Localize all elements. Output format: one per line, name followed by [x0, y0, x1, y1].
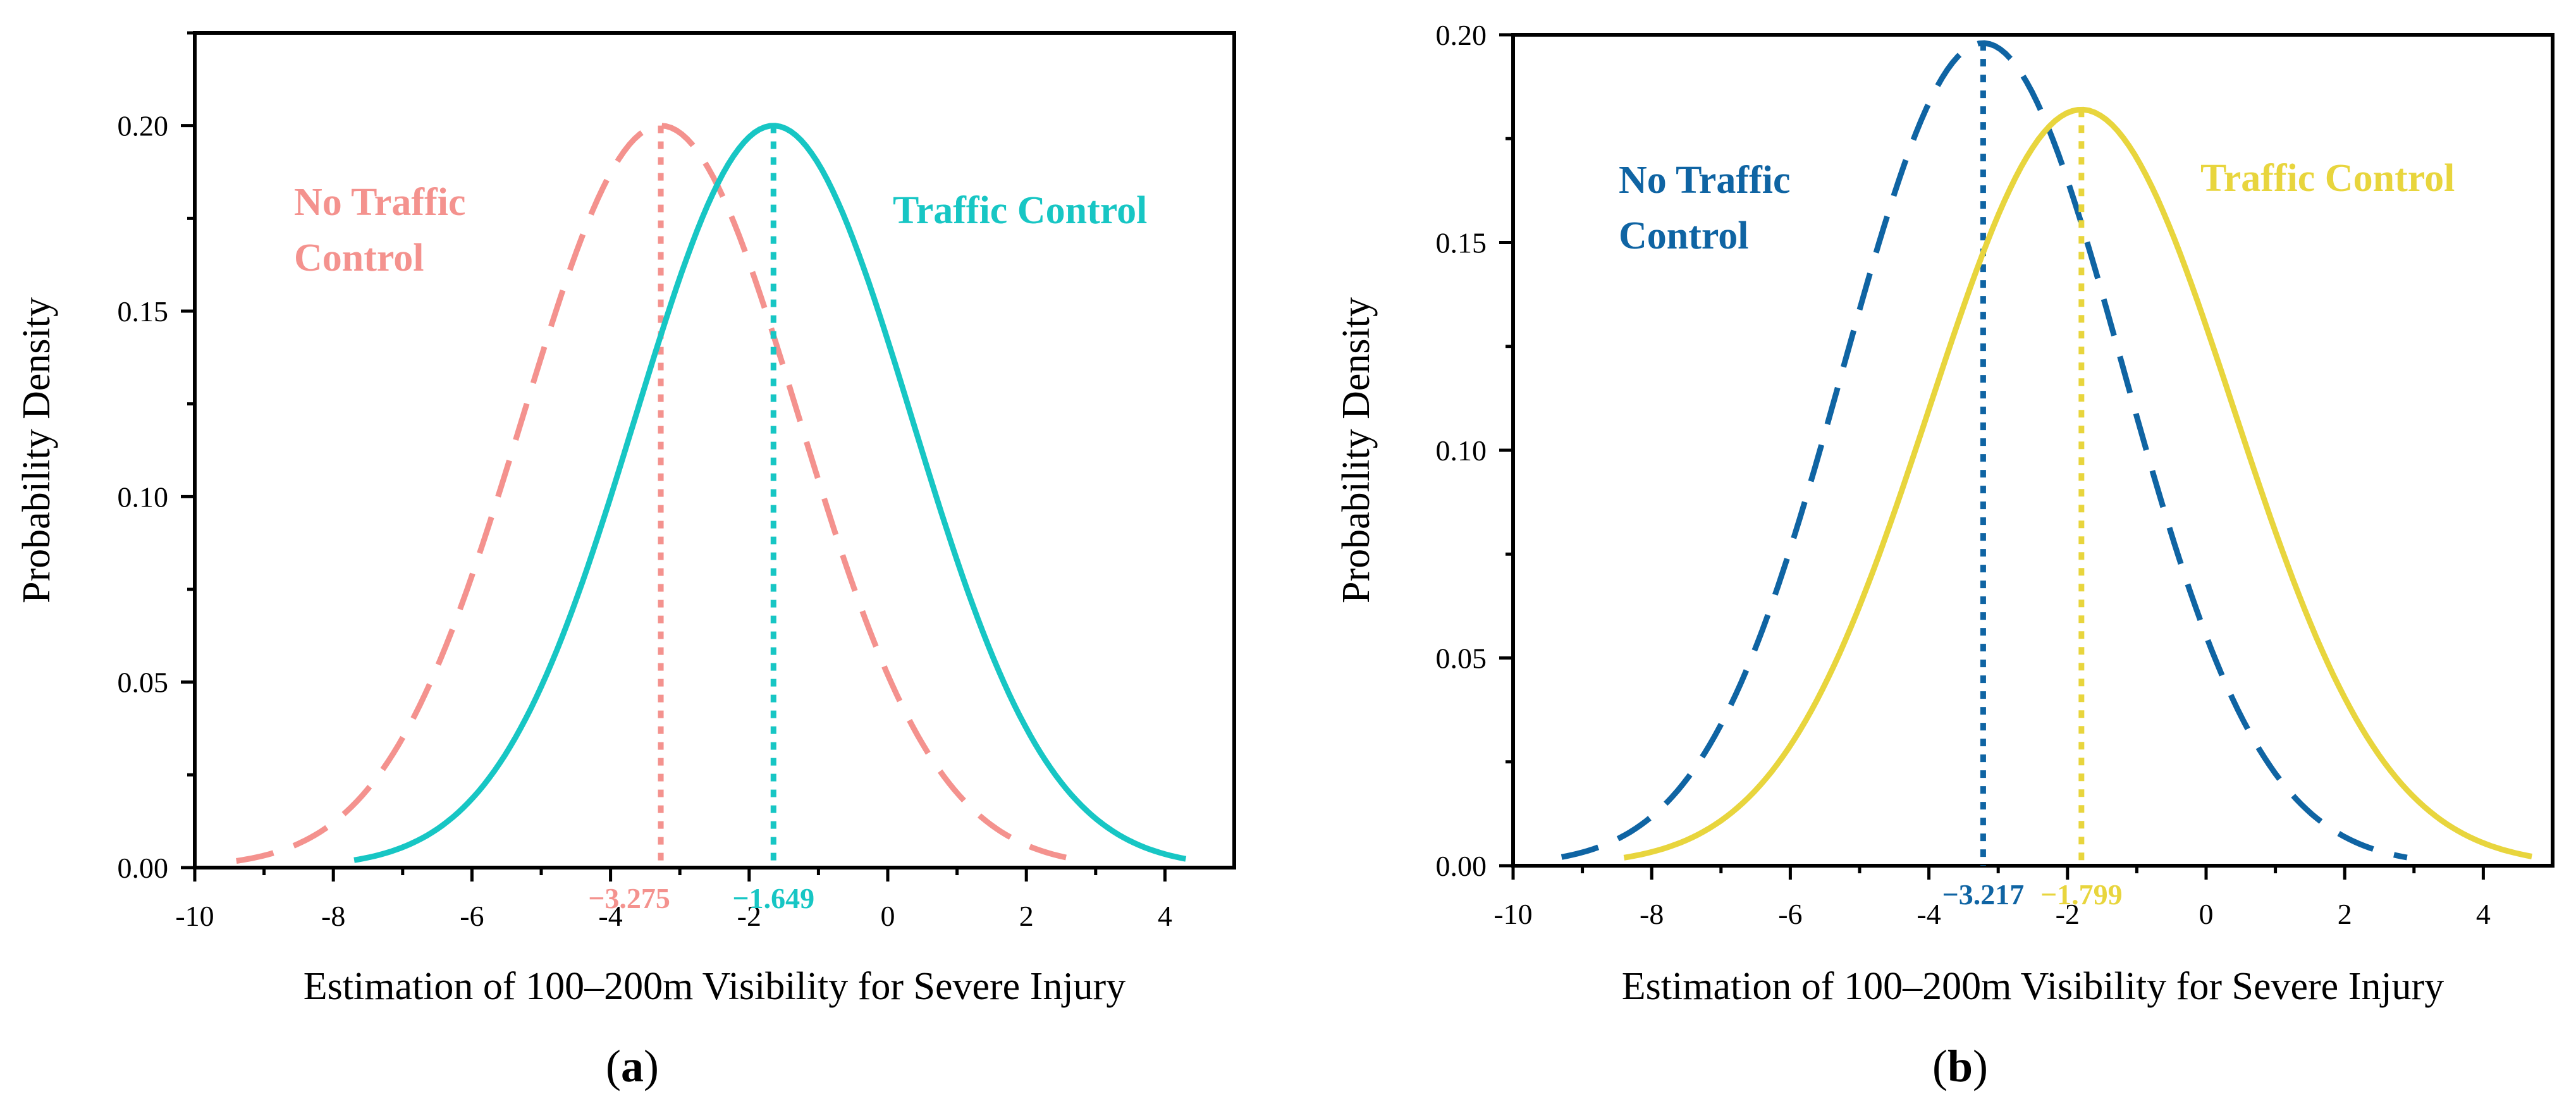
mean-value-label: −1.799: [2040, 878, 2123, 911]
y-tick-label: 0.20: [1436, 19, 1487, 51]
x-tick-label: -8: [321, 900, 345, 932]
x-tick-label: -4: [1917, 898, 1941, 930]
x-tick-label: 2: [2338, 898, 2352, 930]
x-tick-label: -2: [2056, 898, 2080, 930]
x-tick-label: 4: [2476, 898, 2491, 930]
panel-caption: (b): [1932, 1041, 1988, 1091]
x-tick-label: -2: [737, 900, 761, 932]
panel-caption: (a): [606, 1041, 659, 1091]
series-label: Traffic Control: [893, 189, 1147, 232]
panel-a: -10 -8 -6 -4 -2 0 2 4 0.00 0.05 0.10 0.15 0.20 Estima…: [15, 31, 1236, 1091]
series-label: Control: [294, 237, 424, 280]
mean-value-label: −3.275: [588, 882, 670, 914]
x-tick-label: -4: [598, 900, 622, 932]
panel-b: -10 -8 -6 -4 -2 0 2 4 0.00 0.05 0.10 0.15 0.20 Estima…: [1335, 19, 2555, 1091]
series-label: Control: [1619, 214, 1749, 257]
y-axis-title: Probability Density: [1335, 297, 1378, 603]
x-tick-label: -8: [1640, 898, 1664, 930]
y-tick-label: 0.05: [1436, 642, 1487, 675]
y-tick-label: 0.20: [118, 110, 169, 142]
density-curve-traffic-control: [353, 123, 1187, 863]
caption-paren-close: ): [644, 1041, 659, 1091]
x-tick-label: -6: [460, 900, 484, 932]
y-tick-label: 0.10: [118, 481, 169, 513]
y-tick-label: 0.15: [1436, 227, 1487, 259]
series-label: No Traffic: [294, 181, 465, 224]
y-tick-label: 0.10: [1436, 434, 1487, 467]
caption-letter: a: [621, 1041, 644, 1091]
x-axis-title: Estimation of 100–200m Visibility for Se…: [304, 965, 1125, 1008]
x-tick-label: -10: [175, 900, 214, 932]
mean-value-label: −3.217: [1942, 878, 2025, 911]
caption-paren-close: ): [1973, 1041, 1988, 1091]
mean-value-label: −1.649: [732, 882, 814, 914]
caption-letter: b: [1947, 1041, 1973, 1091]
y-tick-label: 0.15: [118, 295, 169, 328]
x-tick-label: 0: [2199, 898, 2214, 930]
caption-paren-open: (: [1932, 1041, 1947, 1091]
x-tick-label: 2: [1019, 900, 1034, 932]
plot-frame: [193, 31, 1236, 869]
x-tick-label: 4: [1158, 900, 1172, 932]
x-tick-label: -10: [1493, 898, 1532, 930]
series-label: No Traffic: [1619, 159, 1790, 202]
y-axis-title: Probability Density: [15, 297, 58, 603]
y-tick-label: 0.05: [118, 667, 169, 699]
series-label: Traffic Control: [2200, 157, 2455, 200]
y-tick-label: 0.00: [1436, 850, 1487, 882]
x-axis-title: Estimation of 100–200m Visibility for Se…: [1622, 965, 2444, 1008]
caption-paren-open: (: [606, 1041, 621, 1091]
density-curve-traffic-control: [1623, 106, 2532, 861]
x-tick-label: -6: [1778, 898, 1802, 930]
y-tick-label: 0.00: [118, 852, 169, 884]
x-tick-label: 0: [881, 900, 895, 932]
